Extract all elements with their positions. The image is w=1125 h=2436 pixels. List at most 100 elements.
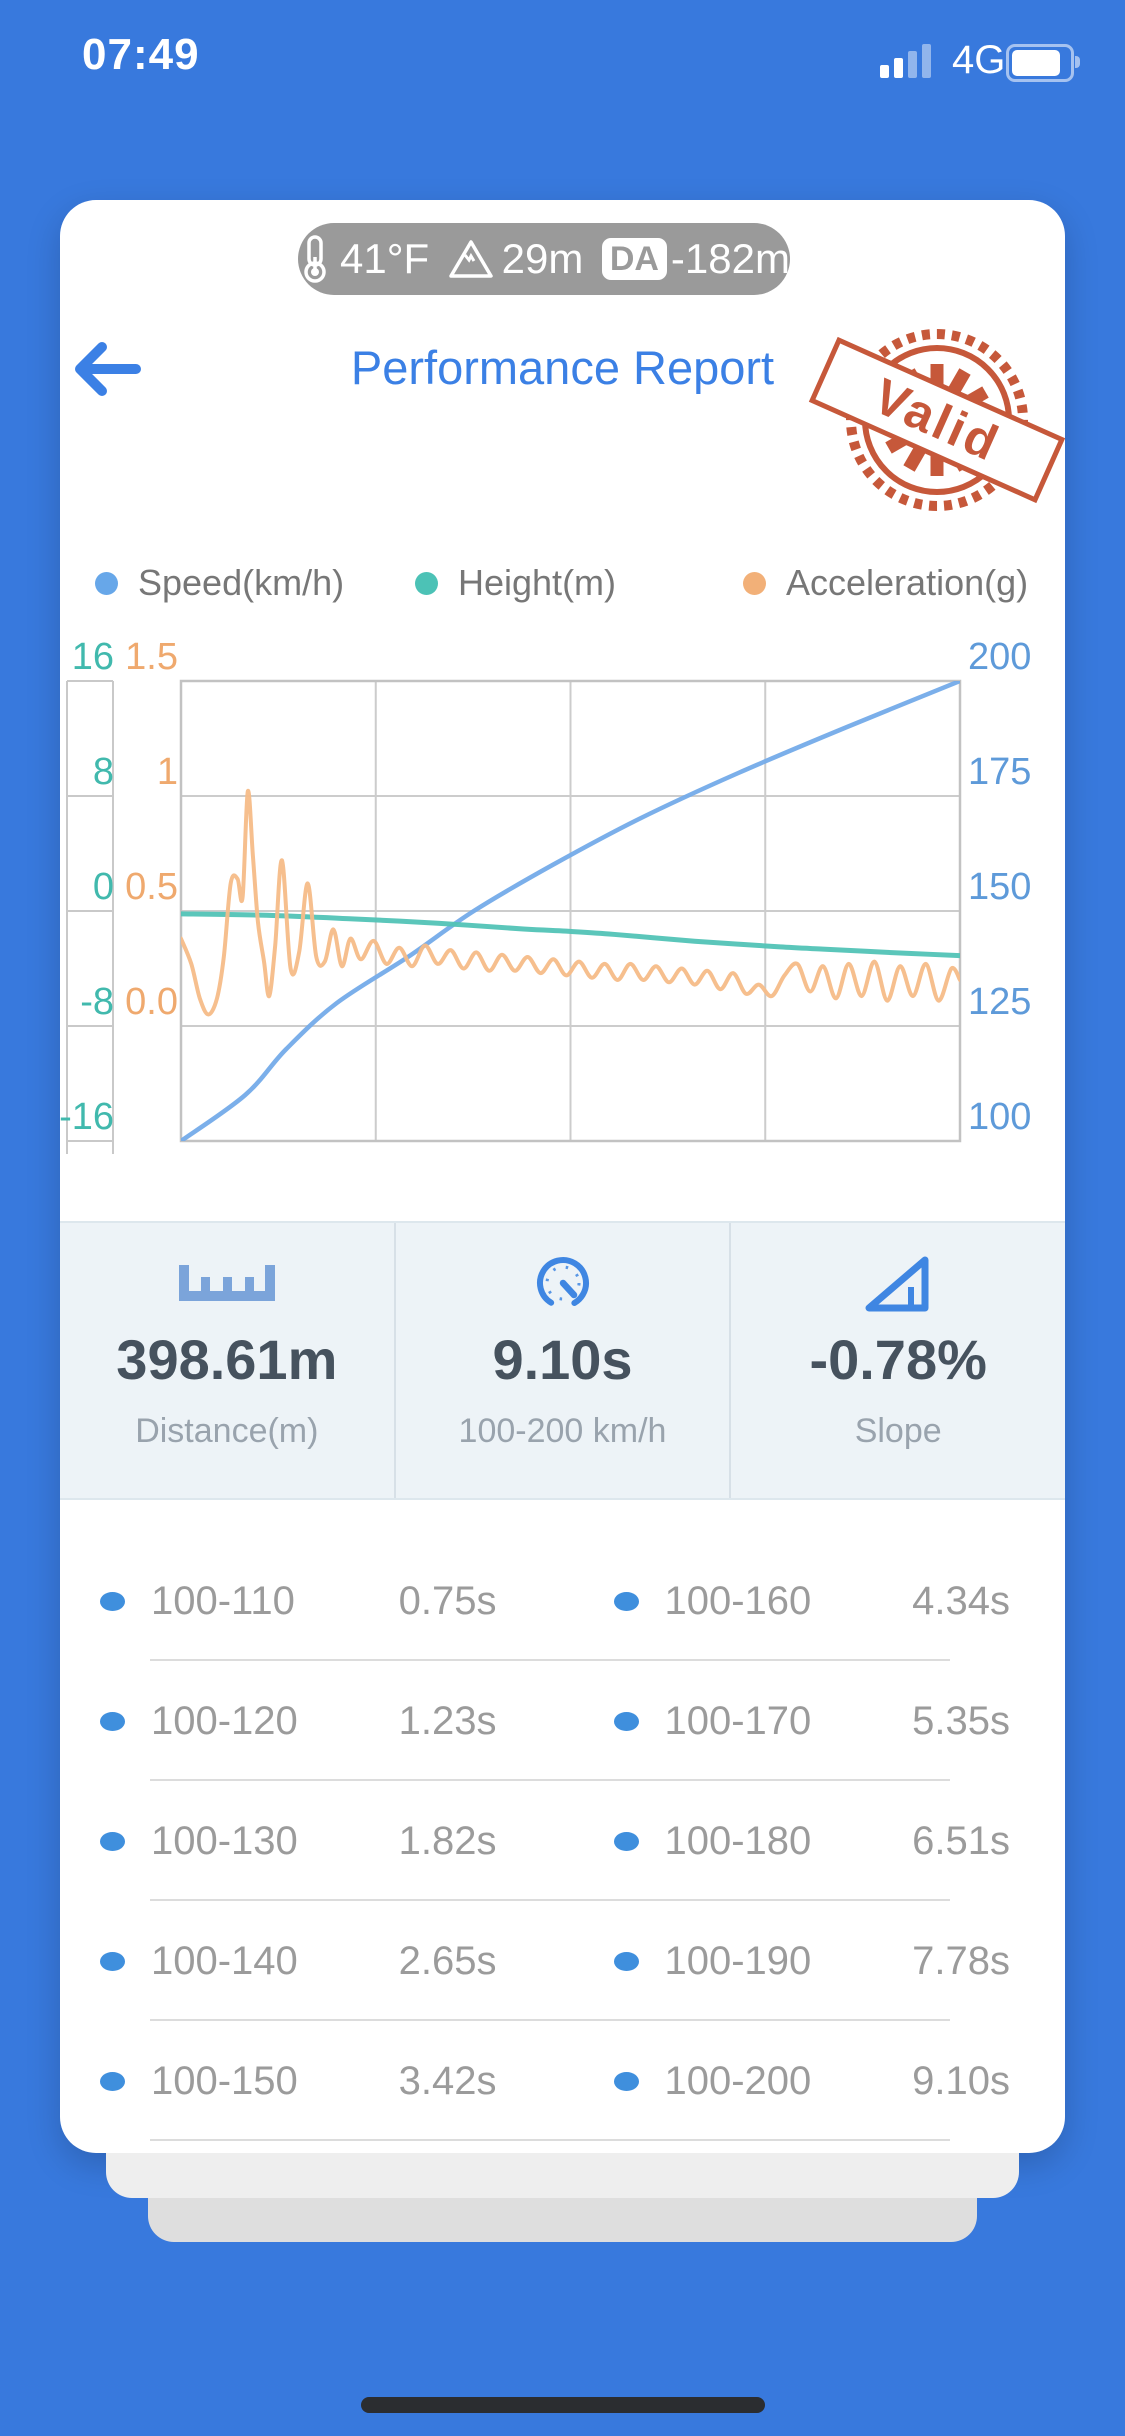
split-range: 100-190	[664, 1938, 812, 1983]
environment-pill: 41°F 29m DA -182m	[298, 223, 790, 295]
chart-series	[181, 681, 960, 1141]
table-row: 100-150 3.42s 100-200 9.10s	[60, 2021, 1065, 2141]
bullet-icon	[613, 1831, 639, 1851]
legend-item-acceleration[interactable]: Acceleration(g)	[743, 562, 1028, 604]
split-time: 3.42s	[398, 2058, 497, 2103]
plot-border	[179, 679, 962, 1143]
bullet-icon	[100, 1951, 125, 1971]
bullet-icon	[613, 1591, 639, 1611]
performance-chart[interactable]	[60, 620, 1065, 1195]
acceleration-axis-tick: 0.5	[125, 866, 178, 908]
height-legend-dot	[415, 571, 438, 595]
acceleration-axis-tick: 0.0	[125, 981, 178, 1023]
da-chip: DA	[601, 238, 667, 280]
split-range: 100-120	[151, 1698, 298, 1743]
split-range: 100-110	[151, 1578, 295, 1623]
page-title: Performance Report	[350, 341, 775, 394]
stat-100-200-time: 9.10s 100-200 km/h	[396, 1223, 730, 1498]
speed-axis-tick: 200	[968, 636, 1032, 678]
height-axis-tick: -16	[59, 1096, 114, 1138]
bullet-icon	[100, 1591, 125, 1611]
split-range: 100-200	[664, 2058, 812, 2103]
signal-strength-icon	[880, 44, 940, 78]
series-speed_kmh	[181, 681, 960, 1141]
table-row: 100-110 0.75s 100-160 4.34s	[60, 1541, 1065, 1661]
chart-grid	[181, 681, 960, 1141]
split-time: 2.65s	[398, 1938, 497, 1983]
split-time: 1.23s	[398, 1698, 497, 1743]
split-range: 100-160	[664, 1578, 812, 1623]
split-range: 100-140	[151, 1938, 298, 1983]
bullet-icon	[613, 2071, 639, 2091]
home-indicator[interactable]	[360, 2397, 765, 2413]
split-time: 0.75s	[398, 1578, 497, 1623]
altitude-value: 29m	[501, 235, 584, 282]
bullet-icon	[613, 1711, 639, 1731]
legend-label: Height(m)	[458, 562, 617, 603]
bullet-icon	[100, 1831, 125, 1851]
height-axis-tick: 16	[71, 636, 114, 678]
battery-icon	[1006, 44, 1080, 82]
split-range: 100-130	[151, 1818, 298, 1863]
speed-axis-tick: 100	[968, 1096, 1032, 1138]
back-button[interactable]	[70, 338, 146, 400]
height-axis-tick: 0	[92, 866, 114, 908]
stats-divider	[729, 1223, 732, 1498]
network-type: 4G	[952, 38, 1006, 82]
speed-axis-tick: 125	[968, 981, 1032, 1023]
slope-label: Slope	[854, 1412, 942, 1450]
legend-item-height[interactable]: Height(m)	[415, 562, 616, 604]
sprint-time-label: 100-200 km/h	[458, 1412, 667, 1450]
legend-label: Acceleration(g)	[786, 562, 1029, 603]
height-axis-gutter	[66, 680, 114, 1154]
stacked-sheet	[106, 2153, 1019, 2198]
table-row: 100-120 1.23s 100-170 5.35s	[60, 1661, 1065, 1781]
split-time: 1.82s	[398, 1818, 497, 1863]
height-axis-tick: -8	[80, 981, 114, 1023]
height-axis-tick: 8	[92, 751, 114, 793]
speed-axis-tick: 175	[968, 751, 1032, 793]
altitude-segment: 29m	[448, 235, 584, 283]
distance-label: Distance(m)	[135, 1412, 319, 1450]
stacked-sheet	[148, 2198, 977, 2242]
split-time: 5.35s	[912, 1698, 1010, 1743]
density-altitude-value: -182m	[670, 235, 790, 282]
split-times-table: 100-110 0.75s 100-160 4.34s 100-120 1.23…	[60, 1496, 1065, 2141]
speed-axis-tick: 150	[968, 866, 1032, 908]
bullet-icon	[100, 1711, 125, 1731]
bullet-icon	[613, 1951, 639, 1971]
status-time: 07:49	[82, 30, 200, 79]
legend-item-speed[interactable]: Speed(km/h)	[95, 562, 344, 604]
temperature-value: 41°F	[340, 235, 430, 282]
bullet-icon	[100, 2071, 125, 2091]
acceleration-legend-dot	[743, 571, 766, 595]
stat-distance: 398.61m Distance(m)	[60, 1223, 394, 1498]
back-arrow-icon	[75, 342, 141, 396]
density-altitude-segment: DA -182m	[601, 235, 790, 283]
table-row: 100-130 1.82s 100-180 6.51s	[60, 1781, 1065, 1901]
split-range: 100-170	[664, 1698, 812, 1743]
report-card: 41°F 29m DA -182m Performance Report	[59, 200, 1066, 2153]
series-height_m	[181, 911, 960, 959]
valid-stamp: Valid	[808, 329, 1066, 511]
split-time: 4.34s	[912, 1578, 1010, 1623]
mountain-icon	[448, 240, 493, 278]
acceleration-axis-tick: 1.5	[125, 636, 178, 678]
thermometer-icon	[304, 235, 326, 283]
split-range: 100-180	[664, 1818, 812, 1863]
split-range: 100-150	[151, 2058, 298, 2103]
stats-divider	[393, 1223, 396, 1498]
stat-slope: -0.78% Slope	[731, 1223, 1065, 1498]
sprint-time-value: 9.10s	[492, 1328, 633, 1391]
speed-legend-dot	[95, 571, 118, 595]
series-acceleration_g	[181, 789, 960, 1017]
split-time: 7.78s	[912, 1938, 1010, 1983]
ruler-icon	[178, 1265, 275, 1301]
temperature-segment: 41°F	[298, 233, 429, 285]
split-time: 6.51s	[912, 1818, 1010, 1863]
table-row: 100-140 2.65s 100-190 7.78s	[60, 1901, 1065, 2021]
acceleration-axis-tick: 1	[156, 751, 178, 793]
speedometer-icon	[536, 1257, 589, 1309]
legend-label: Speed(km/h)	[138, 562, 345, 603]
